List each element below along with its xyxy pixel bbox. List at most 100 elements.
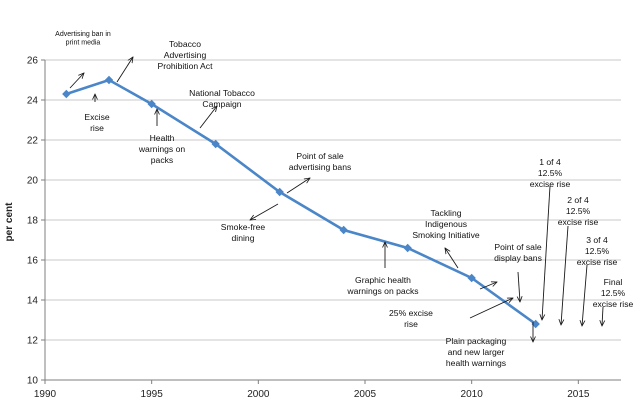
data-point xyxy=(403,243,412,253)
data-point xyxy=(104,75,114,85)
annotation-line: Smoke-free xyxy=(221,222,266,232)
annotation-line: Point of sale xyxy=(296,151,344,161)
annotation-line: Prohibition Act xyxy=(158,61,214,71)
annotation-arrow xyxy=(445,248,459,269)
annotation-line: 12.5% xyxy=(601,288,626,298)
annotation-line: Tackling xyxy=(430,208,461,218)
annotation-line: dining xyxy=(232,233,255,243)
data-point xyxy=(211,139,220,149)
annotation-line: warnings on packs xyxy=(346,286,418,296)
x-tick-label: 1995 xyxy=(141,389,164,400)
data-point xyxy=(339,225,348,235)
annotation-line: 3 of 4 xyxy=(586,235,608,245)
annotation-line: display bans xyxy=(494,253,542,263)
annotation-arrow xyxy=(116,57,133,83)
annotation-arrow xyxy=(582,264,588,326)
x-tick-label: 2015 xyxy=(567,389,590,400)
annotations: Advertising ban in print media Tobacco Adve… xyxy=(55,31,633,368)
data-point xyxy=(62,89,71,99)
gridlines xyxy=(45,59,621,341)
annotation-line: Advertising xyxy=(164,50,207,60)
annotation-excise-rise-25: 25% excise rise xyxy=(389,308,433,329)
y-axis-label: per cent xyxy=(4,202,15,242)
annotation-tackling-indigenous: Tackling Indigenous Smoking Initiative xyxy=(412,208,480,240)
y-tick-labels: 10 12 14 16 18 20 22 24 26 xyxy=(27,56,45,387)
annotation-tobacco-ad-prohibition: Tobacco Advertising Prohibition Act xyxy=(158,39,214,71)
annotation-line: 2 of 4 xyxy=(567,195,589,205)
annotation-line: Health xyxy=(150,133,175,143)
annotation-ad-ban-print: Advertising ban in print media xyxy=(55,31,111,47)
annotation-line: National Tobacco xyxy=(189,88,255,98)
annotation-graphic-health-warnings: Graphic health warnings on packs xyxy=(346,275,418,296)
annotation-line: excise rise xyxy=(577,257,618,267)
x-tick-label: 2005 xyxy=(354,389,377,400)
annotation-line: Tobacco xyxy=(169,39,201,49)
annotation-line: 12.5% xyxy=(538,168,563,178)
annotation-excise-1-of-4: 1 of 4 12.5% excise rise xyxy=(530,157,571,189)
annotation-point-of-sale-display-bans: Point of sale display bans xyxy=(494,242,542,263)
annotation-health-warnings: Health warnings on packs xyxy=(138,133,186,165)
annotation-line: rise xyxy=(404,319,418,329)
annotation-line: print media xyxy=(66,40,101,47)
series-layer xyxy=(62,75,540,329)
annotation-line: excise rise xyxy=(530,179,571,189)
data-point xyxy=(531,319,540,329)
annotation-arrows xyxy=(69,57,603,342)
annotation-arrow xyxy=(561,225,569,325)
annotation-line: 25% excise xyxy=(389,308,433,318)
annotation-point-of-sale-ad-bans: Point of sale advertising bans xyxy=(289,151,352,172)
x-tick-label: 1990 xyxy=(34,389,57,400)
annotation-arrow xyxy=(479,282,497,290)
y-tick-label: 10 xyxy=(27,376,39,387)
annotation-arrow xyxy=(69,73,84,89)
annotation-line: 12.5% xyxy=(566,206,591,216)
annotation-arrow xyxy=(469,298,513,319)
annotation-line: Excise xyxy=(84,112,110,122)
data-point xyxy=(275,187,284,197)
y-tick-label: 22 xyxy=(27,136,39,147)
annotation-line: Plain packaging xyxy=(446,336,507,346)
y-tick-label: 18 xyxy=(27,216,39,227)
y-tick-label: 14 xyxy=(27,296,39,307)
annotation-arrow xyxy=(518,271,520,302)
annotation-national-campaign: National Tobacco Campaign xyxy=(189,88,255,109)
annotation-line: Point of sale xyxy=(494,242,542,252)
annotation-line: warnings on xyxy=(138,144,186,154)
annotation-excise-final: Final 12.5% excise rise xyxy=(593,277,634,309)
annotation-line: 1 of 4 xyxy=(539,157,561,167)
annotation-line: 12.5% xyxy=(585,246,610,256)
y-tick-label: 26 xyxy=(27,56,39,67)
x-tick-labels: 1990 1995 2000 2005 2010 2015 xyxy=(34,380,590,400)
annotation-line: health warnings xyxy=(446,358,506,368)
annotation-line: Indigenous xyxy=(425,219,467,229)
annotation-arrow xyxy=(286,178,310,194)
annotation-excise-2-of-4: 2 of 4 12.5% excise rise xyxy=(558,195,599,227)
annotation-line: Advertising ban in xyxy=(55,31,111,38)
annotation-smoke-free-dining: Smoke-free dining xyxy=(221,222,266,243)
x-tick-label: 2000 xyxy=(247,389,270,400)
data-point xyxy=(467,273,476,283)
annotation-line: Graphic health xyxy=(355,275,411,285)
annotation-line: Campaign xyxy=(202,99,241,109)
annotation-excise-rise-1: Excise rise xyxy=(84,112,110,133)
annotation-plain-packaging: Plain packaging and new larger health warn… xyxy=(446,336,507,368)
annotation-line: Smoking Initiative xyxy=(412,230,480,240)
annotation-line: excise rise xyxy=(558,217,599,227)
x-tick-label: 2010 xyxy=(461,389,484,400)
annotation-line: Final xyxy=(604,277,623,287)
annotation-arrow xyxy=(199,106,217,129)
annotation-line: packs xyxy=(151,155,173,165)
series-line xyxy=(65,78,537,326)
annotation-line: and new larger xyxy=(448,347,505,357)
annotation-line: excise rise xyxy=(593,299,634,309)
annotation-arrow xyxy=(602,306,603,326)
y-tick-label: 24 xyxy=(27,96,39,107)
y-tick-label: 16 xyxy=(27,256,39,267)
annotation-line: advertising bans xyxy=(289,162,352,172)
annotation-line: rise xyxy=(90,123,104,133)
annotation-excise-3-of-4: 3 of 4 12.5% excise rise xyxy=(577,235,618,267)
annotation-arrow xyxy=(542,185,551,320)
y-tick-label: 20 xyxy=(27,176,39,187)
annotation-arrow xyxy=(250,203,279,220)
